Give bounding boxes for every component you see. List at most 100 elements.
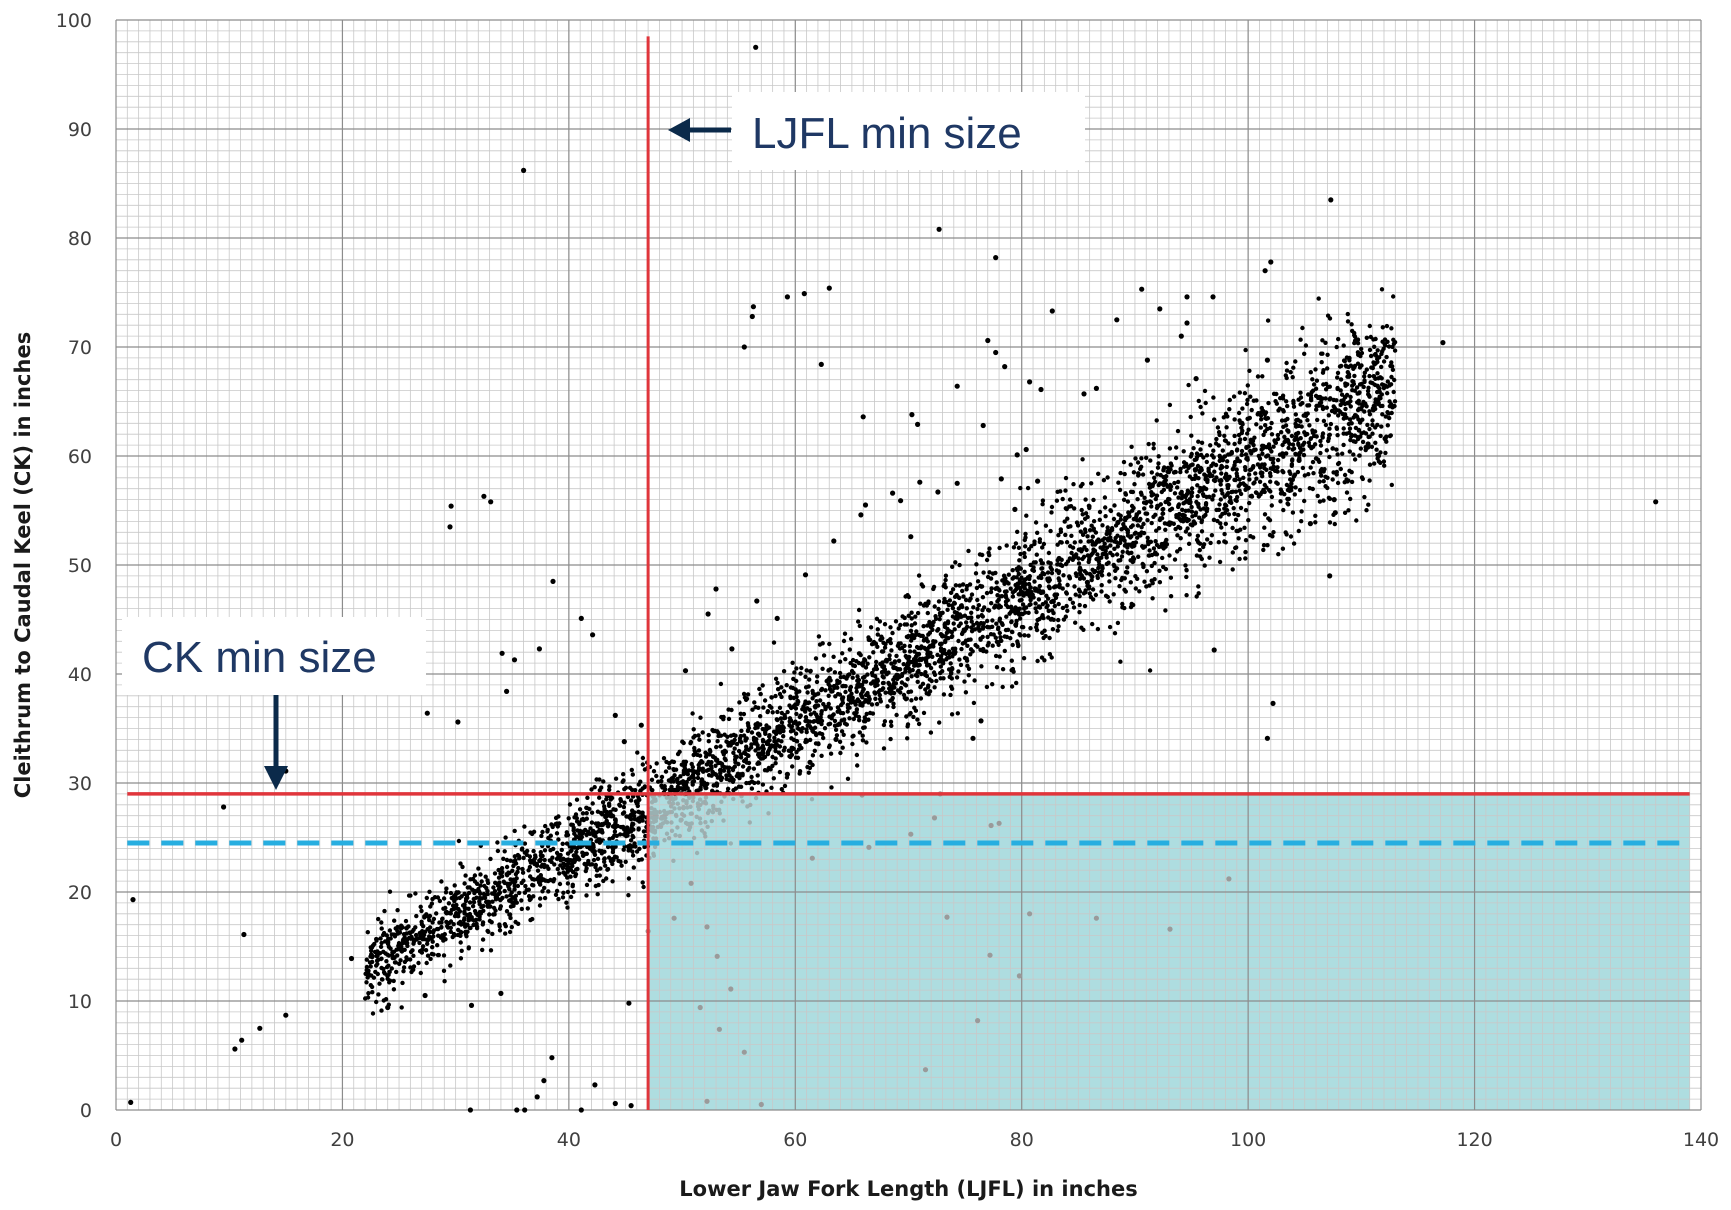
y-tick-label: 70 (68, 337, 92, 359)
scatter-point (1296, 457, 1302, 463)
scatter-point (753, 44, 759, 50)
y-tick-label: 50 (68, 555, 92, 577)
down-arrow-icon (264, 695, 288, 790)
scatter-point (688, 880, 694, 886)
scatter-point (592, 1082, 598, 1088)
scatter-point (448, 503, 454, 509)
scatter-point (1268, 259, 1274, 265)
scatter-point (890, 490, 896, 496)
scatter-point (499, 650, 505, 656)
scatter-point (860, 414, 866, 420)
scatter-point (741, 344, 747, 350)
y-tick-label: 0 (80, 1100, 92, 1122)
x-tick-label: 20 (330, 1129, 354, 1151)
scatter-point (130, 897, 136, 903)
scatter-point (221, 804, 227, 810)
scatter-point (714, 953, 720, 959)
scatter-point (455, 719, 461, 725)
scatter-point (671, 915, 677, 921)
scatter-point (385, 1004, 391, 1011)
scatter-point (935, 489, 941, 495)
scatter-point (1084, 579, 1090, 586)
scatter-point (590, 632, 596, 638)
scatter-point (866, 844, 872, 850)
scatter-point (975, 1018, 981, 1024)
scatter-point (488, 499, 494, 505)
scatter-point (638, 722, 644, 728)
scatter-point (1184, 294, 1190, 300)
ljfl-callout-label: LJFL min size (752, 109, 1022, 158)
scatter-point (1440, 340, 1446, 346)
scatter-point (915, 421, 921, 427)
scatter-point (498, 990, 504, 997)
scatter-point (612, 1100, 618, 1107)
scatter-point (993, 349, 999, 356)
scatter-point (447, 524, 453, 530)
scatter-point (578, 615, 584, 622)
scatter-point (1027, 911, 1033, 917)
scatter-point (128, 1099, 134, 1105)
scatter-point (1093, 385, 1099, 391)
ck-callout-box (122, 617, 426, 695)
scatter-point (988, 822, 994, 829)
x-axis-tick-labels: 0 20 40 60 80 100 120 140 (110, 1129, 1719, 1151)
scatter-point (550, 578, 556, 585)
scatter-point (1081, 391, 1087, 397)
scatter-point (682, 668, 689, 674)
scatter-point (954, 615, 960, 622)
scatter-point (239, 1037, 245, 1043)
x-tick-label: 140 (1683, 1129, 1719, 1151)
scatter-point (578, 1107, 584, 1113)
left-arrow-icon (668, 118, 731, 142)
scatter-point (1114, 317, 1120, 323)
scatter-point (1038, 386, 1044, 393)
scatter-point (1144, 357, 1150, 363)
scatter-point (1056, 555, 1062, 562)
scatter-point (750, 304, 757, 310)
scatter-point (1226, 876, 1232, 882)
scatter-point (915, 651, 921, 658)
scatter-point (232, 1046, 238, 1052)
scatter-point (621, 739, 627, 745)
x-tick-label: 60 (783, 1129, 807, 1151)
scatter-point (1184, 320, 1190, 326)
x-axis-title: Lower Jaw Fork Length (LJFL) in inches (679, 1177, 1137, 1201)
scatter-point (862, 502, 869, 508)
scatter-point (826, 285, 832, 291)
scatter-point (996, 820, 1002, 826)
scatter-point (511, 657, 518, 663)
scatter-point (909, 412, 915, 418)
scatter-point (481, 493, 487, 499)
x-tick-label: 80 (1010, 1129, 1034, 1151)
ljfl-callout-box (732, 92, 1085, 170)
scatter-point (697, 1004, 703, 1011)
scatter-point (749, 313, 755, 320)
scatter-point (704, 1098, 710, 1104)
scatter-point (628, 1103, 634, 1109)
scatter-point (424, 710, 430, 716)
scatter-point (954, 480, 960, 486)
scatter-point (836, 721, 843, 727)
scatter-point (704, 924, 710, 930)
scatter-point (985, 337, 991, 344)
x-tick-label: 120 (1456, 1129, 1492, 1151)
scatter-point (241, 931, 247, 938)
scatter-point (1264, 357, 1270, 363)
scatter-point (1328, 197, 1334, 203)
scatter-point (1193, 376, 1199, 382)
scatter-point (467, 1107, 473, 1113)
y-tick-label: 30 (68, 773, 92, 795)
scatter-point (713, 586, 719, 592)
scatter-point (866, 697, 872, 703)
scatter-point (801, 291, 807, 297)
scatter-point (1157, 306, 1163, 312)
scatter-point (908, 831, 914, 837)
scatter-point (1027, 379, 1033, 385)
scatter-point (833, 736, 839, 743)
scatter-point (514, 1107, 520, 1113)
scatter-point (741, 1049, 747, 1055)
scatter-point (898, 498, 904, 504)
scatter-point (1167, 926, 1173, 932)
